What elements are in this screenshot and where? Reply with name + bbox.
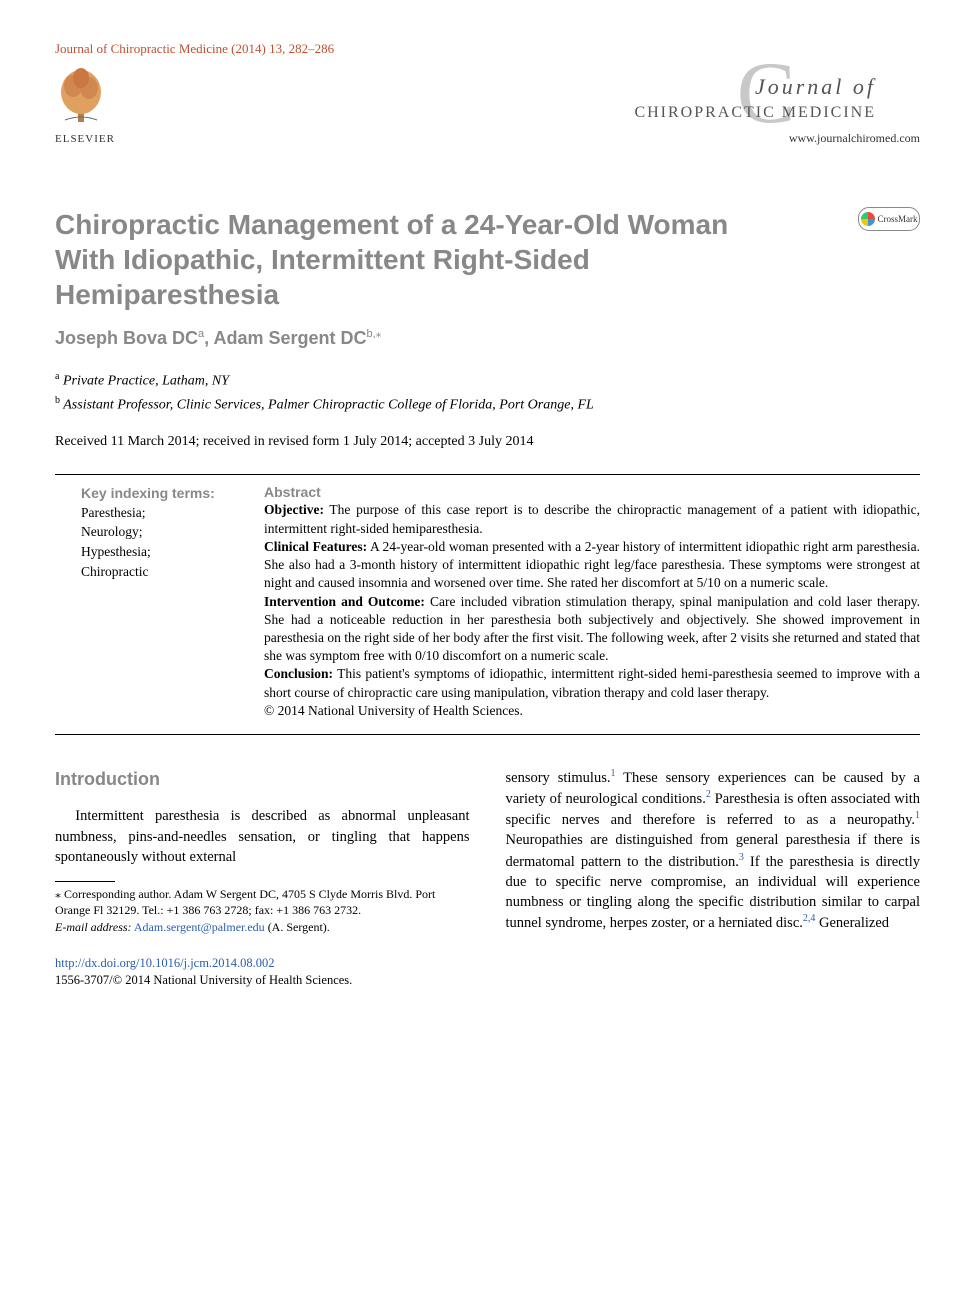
email-suffix: (A. Sergent). <box>265 920 330 934</box>
journal-url[interactable]: www.journalchiromed.com <box>678 130 920 146</box>
page-header: Journal of Chiropractic Medicine (2014) … <box>55 40 920 147</box>
body-frag-1: sensory stimulus. <box>506 770 611 786</box>
crossmark-icon <box>861 212 875 226</box>
abstract-column: Abstract Objective: The purpose of this … <box>264 483 920 721</box>
header-right: C Journal of CHIROPRACTIC MEDICINE www.j… <box>678 40 920 146</box>
abstract-conclusion-label: Conclusion: <box>264 666 333 681</box>
affil-text-b: Assistant Professor, Clinic Services, Pa… <box>60 397 594 412</box>
keywords-heading: Key indexing terms: <box>81 483 256 503</box>
introduction-heading: Introduction <box>55 767 470 792</box>
article-title: Chiropractic Management of a 24-Year-Old… <box>55 207 775 312</box>
journal-logo: C Journal of CHIROPRACTIC MEDICINE <box>678 40 920 124</box>
elsevier-tree-icon <box>55 64 107 124</box>
abstract-intervention: Intervention and Outcome: Care included … <box>264 593 920 666</box>
journal-citation: Journal of Chiropractic Medicine (2014) … <box>55 40 334 58</box>
keyword-2: Neurology; <box>81 522 256 542</box>
publisher-label: ELSEVIER <box>55 132 334 147</box>
journal-logo-line2: CHIROPRACTIC MEDICINE <box>634 104 876 121</box>
keyword-4: Chiropractic <box>81 562 256 582</box>
title-row: Chiropractic Management of a 24-Year-Old… <box>55 207 920 312</box>
email-link[interactable]: Adam.sergent@palmer.edu <box>134 920 265 934</box>
abstract-clinical-label: Clinical Features: <box>264 539 367 554</box>
email-label: E-mail address: <box>55 920 132 934</box>
keywords-column: Key indexing terms: Paresthesia; Neurolo… <box>55 483 264 721</box>
abstract-clinical: Clinical Features: A 24-year-old woman p… <box>264 538 920 593</box>
abstract-conclusion: Conclusion: This patient's symptoms of i… <box>264 665 920 701</box>
intro-paragraph-col2: sensory stimulus.1 These sensory experie… <box>506 767 921 934</box>
abstract-objective-text: The purpose of this case report is to de… <box>264 502 920 535</box>
authors-line: Joseph Bova DCa, Adam Sergent DCb,⁎ <box>55 326 920 350</box>
abstract-objective: Objective: The purpose of this case repo… <box>264 501 920 537</box>
issn-copyright: 1556-3707/© 2014 National University of … <box>55 972 920 989</box>
header-left: Journal of Chiropractic Medicine (2014) … <box>55 40 334 147</box>
footnotes: ⁎ Corresponding author. Adam W Sergent D… <box>55 886 470 935</box>
abstract-conclusion-text: This patient's symptoms of idiopathic, i… <box>264 666 920 699</box>
affiliations: a Private Practice, Latham, NY b Assista… <box>55 369 920 417</box>
crossmark-badge[interactable]: CrossMark <box>858 207 920 231</box>
body-two-column: Introduction Intermittent paresthesia is… <box>55 767 920 935</box>
article-dates: Received 11 March 2014; received in revi… <box>55 433 920 452</box>
footnote-separator <box>55 881 115 882</box>
keyword-3: Hypesthesia; <box>81 542 256 562</box>
email-line: E-mail address: Adam.sergent@palmer.edu … <box>55 919 470 935</box>
body-frag-6: Generalized <box>815 915 889 931</box>
ref-1b[interactable]: 1 <box>915 810 920 821</box>
publisher-block: ELSEVIER <box>55 64 334 148</box>
corresponding-author-note: ⁎ Corresponding author. Adam W Sergent D… <box>55 886 470 918</box>
ref-2-4[interactable]: 2,4 <box>803 913 816 924</box>
abstract-copyright: © 2014 National University of Health Sci… <box>264 702 920 720</box>
abstract-block: Key indexing terms: Paresthesia; Neurolo… <box>55 474 920 736</box>
keyword-1: Paresthesia; <box>81 503 256 523</box>
crossmark-label: CrossMark <box>878 213 918 225</box>
journal-logo-line1: Journal of <box>755 74 876 99</box>
affil-text-a: Private Practice, Latham, NY <box>59 373 229 388</box>
intro-paragraph-col1: Intermittent paresthesia is described as… <box>55 806 470 867</box>
abstract-intervention-label: Intervention and Outcome: <box>264 594 425 609</box>
author-1: Joseph Bova DC <box>55 328 198 348</box>
abstract-heading: Abstract <box>264 483 920 502</box>
affiliation-a: a Private Practice, Latham, NY <box>55 369 920 393</box>
author-2: , Adam Sergent DC <box>204 328 366 348</box>
author-2-affil-sup: b,⁎ <box>367 328 382 340</box>
abstract-objective-label: Objective: <box>264 502 324 517</box>
affiliation-b: b Assistant Professor, Clinic Services, … <box>55 393 920 417</box>
doi-link[interactable]: http://dx.doi.org/10.1016/j.jcm.2014.08.… <box>55 955 920 972</box>
